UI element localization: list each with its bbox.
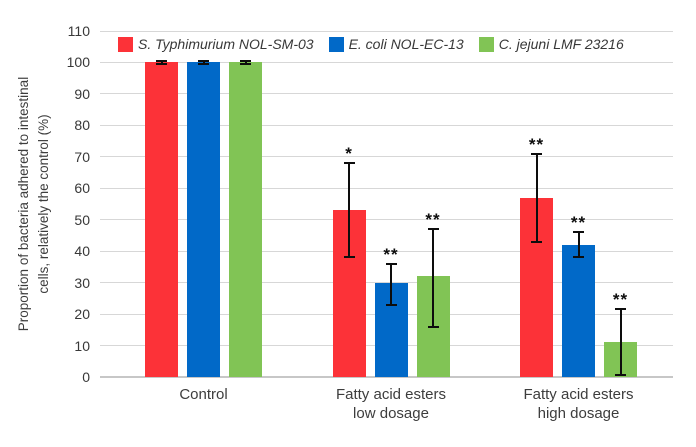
error-bar-s-typhimurium-nol-sm-03-fatty-acid-esters-low-dosage [348,163,350,258]
gridline-60 [100,187,673,189]
error-bar-cap-top [385,262,397,265]
gridline-110 [100,30,673,32]
y-axis-title-line-2: cells, relatively the control (%) [36,114,51,294]
legend-item-c-jejuni-lmf-23216: C. jejuni LMF 23216 [478,36,624,52]
error-bar-c-jejuni-lmf-23216-control [244,60,247,65]
error-bar-cap-bottom [427,325,439,328]
error-bar-cap-bottom [343,256,355,259]
error-bar-e-coli-nol-ec-13-fatty-acid-esters-high-dosage [577,232,580,258]
significance-marker-s-typhimurium-nol-sm-03-fatty-acid-esters-low-dosage: * [345,144,353,164]
error-bar-cap-top [427,228,439,231]
error-bar-cap-bottom [156,63,167,66]
legend-item-s-typhimurium-nol-sm-03: S. Typhimurium NOL-SM-03 [118,36,314,52]
y-tick-label-110: 110 [67,23,90,39]
error-bar-s-typhimurium-nol-sm-03-control [160,60,163,65]
x-category-label-fatty-acid-esters-high-dosage: Fatty acid esters high dosage [523,386,634,422]
y-tick-label-60: 60 [74,180,90,197]
error-bar-c-jejuni-lmf-23216-fatty-acid-esters-low-dosage [432,229,434,327]
y-tick-label-0: 0 [82,369,90,385]
y-tick-label-50: 50 [74,211,90,228]
error-bar-cap-bottom [531,240,542,243]
y-tick-label-90: 90 [74,85,90,102]
significance-marker-e-coli-nol-ec-13-fatty-acid-esters-low-dosage: ** [383,244,399,264]
error-bar-cap-bottom [385,303,397,306]
y-tick-label-20: 20 [74,306,90,323]
legend-label-e-coli-nol-ec-13: E. coli NOL-EC-13 [348,36,464,52]
significance-marker-e-coli-nol-ec-13-fatty-acid-esters-high-dosage: ** [570,213,587,233]
significance-marker-c-jejuni-lmf-23216-fatty-acid-esters-low-dosage: ** [425,210,441,230]
error-bar-cap-top [615,308,626,311]
gridline-80 [100,124,673,126]
x-category-label-control: Control [179,386,228,403]
gridline-50 [100,219,673,221]
chart-legend: S. Typhimurium NOL-SM-03 E. coli NOL-EC-1… [118,36,624,52]
legend-item-e-coli-nol-ec-13: E. coli NOL-EC-13 [328,36,464,52]
gridline-100 [100,61,673,63]
error-bar-cap-bottom [198,63,209,66]
error-bar-cap-bottom [615,374,626,377]
legend-swatch-s-typhimurium-nol-sm-03 [118,36,133,52]
y-tick-label-80: 80 [74,117,90,134]
legend-label-s-typhimurium-nol-sm-03: S. Typhimurium NOL-SM-03 [138,36,314,52]
error-bar-cap-bottom [240,63,251,66]
error-bar-cap-top [156,59,167,62]
error-bar-c-jejuni-lmf-23216-fatty-acid-esters-high-dosage [619,309,622,376]
error-bar-cap-top [531,152,542,155]
bar-c-jejuni-lmf-23216-control [229,62,262,377]
x-category-label-fatty-acid-esters-low-dosage: Fatty acid esters low dosage [335,386,447,422]
legend-label-c-jejuni-lmf-23216: C. jejuni LMF 23216 [498,36,624,52]
y-tick-label-70: 70 [74,148,90,165]
gridline-40 [100,250,673,252]
significance-marker-s-typhimurium-nol-sm-03-fatty-acid-esters-high-dosage: ** [528,134,545,154]
error-bar-cap-top [573,231,584,234]
y-tick-label-30: 30 [74,274,90,291]
y-tick-label-10: 10 [74,337,90,354]
gridline-70 [100,156,673,158]
error-bar-cap-top [240,59,251,62]
gridline-90 [100,93,673,95]
significance-marker-c-jejuni-lmf-23216-fatty-acid-esters-high-dosage: ** [612,290,629,310]
error-bar-s-typhimurium-nol-sm-03-fatty-acid-esters-high-dosage [535,153,538,242]
y-tick-label-40: 40 [74,243,90,260]
error-bar-cap-top [198,59,209,62]
bar-e-coli-nol-ec-13-control [187,62,220,377]
y-tick-label-100: 100 [66,54,90,71]
bar-e-coli-nol-ec-13-fatty-acid-esters-high-dosage [562,244,595,377]
error-bar-e-coli-nol-ec-13-control [202,60,205,65]
bar-s-typhimurium-nol-sm-03-control [145,62,178,377]
legend-swatch-c-jejuni-lmf-23216 [478,36,494,52]
error-bar-cap-bottom [573,256,584,259]
error-bar-cap-top [343,162,355,165]
y-axis-title-line-1: Proportion of bacteria adhered to intest… [16,76,31,332]
error-bar-e-coli-nol-ec-13-fatty-acid-esters-low-dosage [390,263,392,305]
legend-swatch-e-coli-nol-ec-13 [328,36,344,52]
gridline-0 [100,376,673,378]
